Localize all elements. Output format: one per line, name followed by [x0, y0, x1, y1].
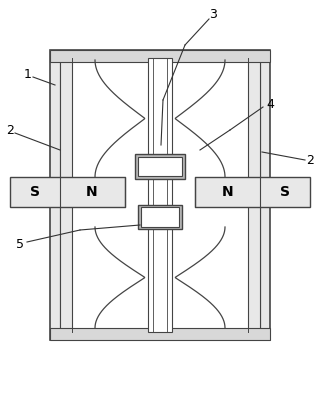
Bar [50, 50, 270, 62]
Bar [50, 50, 270, 340]
Bar [138, 157, 182, 176]
Text: S: S [30, 185, 40, 199]
Text: 5: 5 [16, 238, 24, 252]
Text: N: N [86, 185, 98, 199]
Bar [60, 58, 260, 332]
Bar [141, 207, 179, 227]
Text: N: N [222, 185, 234, 199]
Bar [148, 58, 172, 332]
Text: 1: 1 [24, 68, 32, 80]
Bar [10, 177, 125, 207]
Text: S: S [280, 185, 290, 199]
Bar [138, 205, 182, 229]
Bar [248, 58, 260, 332]
Bar [50, 328, 270, 340]
Bar [60, 58, 72, 332]
Text: 4: 4 [266, 98, 274, 112]
Text: 2: 2 [6, 124, 14, 136]
Text: 3: 3 [209, 8, 217, 22]
Bar [135, 154, 185, 179]
Bar [195, 177, 310, 207]
Text: 2: 2 [306, 154, 314, 166]
